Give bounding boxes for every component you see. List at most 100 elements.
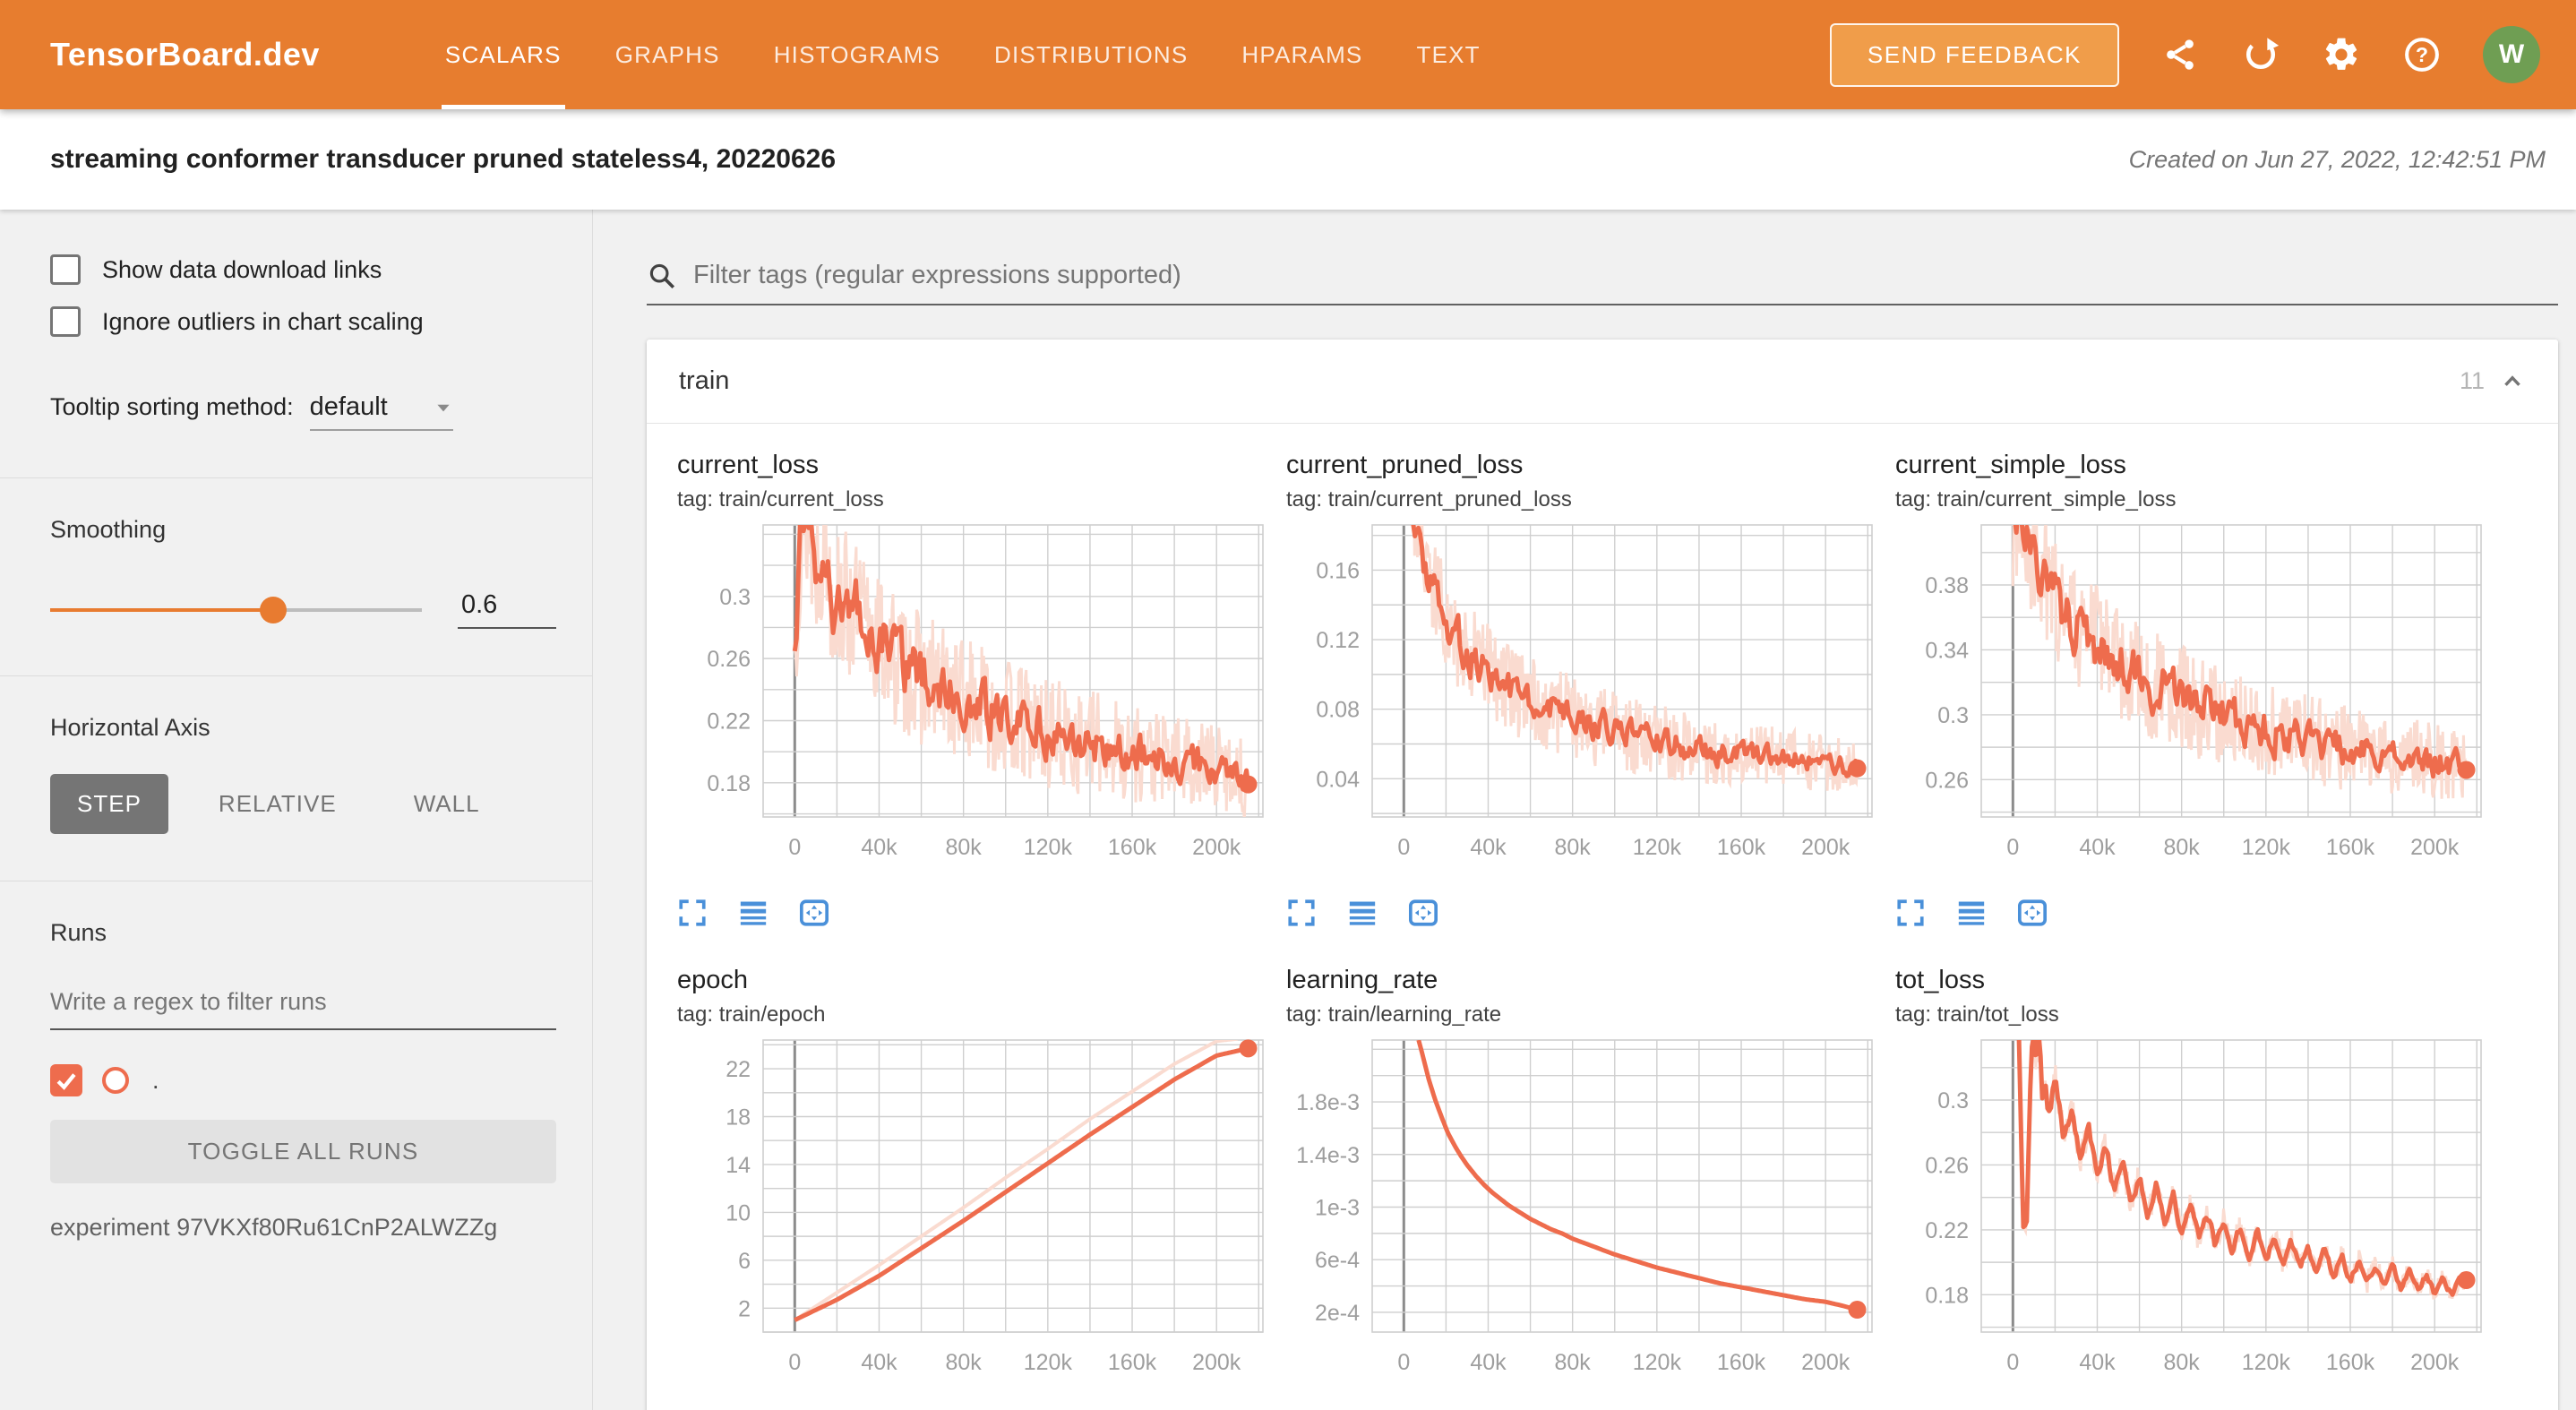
runs-regex-input[interactable]: [50, 983, 556, 1030]
svg-text:2: 2: [738, 1296, 751, 1321]
tab-text[interactable]: TEXT: [1416, 40, 1481, 68]
svg-text:14: 14: [726, 1153, 751, 1178]
scalar-chart[interactable]: 0.18 0.22 0.26 0.3 0 40k 80k 120k 160k 200k: [1895, 1036, 2488, 1402]
chart-actions: [1286, 898, 1879, 932]
scalar-chart-card: learning_rate tag: train/learning_rate 2…: [1286, 966, 1879, 1410]
chart-title: epoch: [677, 966, 749, 994]
svg-text:200k: 200k: [1801, 835, 1850, 860]
tag-group-header[interactable]: train 11: [647, 340, 2558, 423]
horizontal-axis-label: Horizontal Axis: [50, 714, 210, 741]
nav-tabs: SCALARS GRAPHS HISTOGRAMS DISTRIBUTIONS HPAR…: [418, 0, 1507, 109]
fit-data-icon[interactable]: [2017, 898, 2051, 932]
svg-text:?: ?: [2416, 43, 2428, 66]
send-feedback-button[interactable]: SEND FEEDBACK: [1829, 22, 2119, 87]
scalar-chart-card: current_loss tag: train/current_loss 0.1…: [677, 451, 1270, 932]
scalar-chart[interactable]: 2 6 10 14 18 22 0 40k 80k 120k 160k 200k: [677, 1036, 1270, 1402]
created-timestamp: Created on Jun 27, 2022, 12:42:51 PM: [2128, 145, 2546, 173]
card-divider: [647, 423, 2558, 424]
tab-hparams[interactable]: HPARAMS: [1241, 40, 1363, 68]
fullscreen-icon[interactable]: [1286, 898, 1320, 932]
sidebar-divider: [0, 675, 592, 676]
fit-data-icon[interactable]: [1408, 898, 1442, 932]
svg-text:0: 0: [1397, 835, 1410, 860]
svg-text:1.4e-3: 1.4e-3: [1296, 1143, 1360, 1168]
slider-thumb[interactable]: [260, 596, 287, 623]
svg-text:160k: 160k: [1717, 1350, 1766, 1375]
brand-logo[interactable]: TensorBoard.dev: [50, 36, 320, 73]
chart-tag: tag: train/learning_rate: [1286, 1002, 1502, 1027]
experiment-bar: streaming conformer transducer pruned st…: [0, 109, 2576, 210]
data-lines-icon[interactable]: [1956, 898, 1990, 932]
svg-text:0.38: 0.38: [1925, 573, 1969, 598]
ignore-outliers-label: Ignore outliers in chart scaling: [102, 307, 424, 335]
svg-text:0: 0: [788, 1350, 801, 1375]
charts-grid: current_loss tag: train/current_loss 0.1…: [647, 424, 2558, 1410]
svg-text:1e-3: 1e-3: [1315, 1195, 1360, 1220]
search-icon: [647, 261, 677, 291]
data-lines-icon[interactable]: [738, 898, 772, 932]
tag-filter-input[interactable]: [691, 260, 2558, 291]
show-download-links-toggle[interactable]: Show data download links: [50, 254, 556, 285]
svg-text:0: 0: [2006, 1350, 2019, 1375]
scalar-chart[interactable]: 0.04 0.08 0.12 0.16 0 40k 80k 120k 160k 200k: [1286, 521, 1879, 887]
fullscreen-icon[interactable]: [1895, 898, 1929, 932]
axis-option-step[interactable]: STEP: [50, 774, 168, 834]
share-icon[interactable]: [2160, 35, 2200, 74]
svg-text:80k: 80k: [946, 1350, 983, 1375]
svg-text:40k: 40k: [861, 1350, 897, 1375]
run-checkbox-checked-icon[interactable]: [50, 1064, 82, 1096]
chart-title: current_simple_loss: [1895, 451, 2126, 479]
slider-fill: [50, 607, 273, 612]
ignore-outliers-toggle[interactable]: Ignore outliers in chart scaling: [50, 306, 556, 337]
svg-text:0: 0: [788, 835, 801, 860]
help-icon[interactable]: ?: [2402, 35, 2442, 74]
svg-text:0.08: 0.08: [1316, 698, 1360, 723]
fit-data-icon[interactable]: [799, 898, 833, 932]
checkbox-unchecked-icon[interactable]: [50, 254, 81, 285]
svg-text:0.3: 0.3: [719, 585, 751, 610]
scalar-chart-card: current_pruned_loss tag: train/current_p…: [1286, 451, 1879, 932]
chevron-down-icon: [437, 404, 450, 411]
refresh-icon[interactable]: [2241, 35, 2280, 74]
svg-text:0.34: 0.34: [1925, 638, 1969, 663]
tag-group-train: train 11 current_loss tag: train/current…: [647, 340, 2558, 1410]
chart-title: tot_loss: [1895, 966, 1985, 994]
svg-text:120k: 120k: [1633, 835, 1682, 860]
tooltip-sorting-select[interactable]: default: [309, 392, 453, 431]
checkbox-checked-icon[interactable]: [50, 306, 81, 337]
toggle-all-runs-button[interactable]: TOGGLE ALL RUNS: [50, 1120, 556, 1183]
tag-filter[interactable]: [647, 260, 2558, 305]
chart-title: current_pruned_loss: [1286, 451, 1524, 479]
svg-text:160k: 160k: [2326, 1350, 2375, 1375]
tab-histograms[interactable]: HISTOGRAMS: [773, 40, 941, 68]
user-avatar[interactable]: W: [2483, 26, 2540, 83]
svg-text:40k: 40k: [1470, 1350, 1507, 1375]
svg-text:160k: 160k: [1717, 835, 1766, 860]
data-lines-icon[interactable]: [1347, 898, 1381, 932]
smoothing-value-field[interactable]: 0.6: [458, 590, 556, 629]
svg-text:160k: 160k: [2326, 835, 2375, 860]
scalar-chart[interactable]: 0.26 0.3 0.34 0.38 0 40k 80k 120k 160k 200k: [1895, 521, 2488, 887]
tab-distributions[interactable]: DISTRIBUTIONS: [994, 40, 1189, 68]
run-row[interactable]: .: [50, 1064, 556, 1096]
tooltip-sorting-value: default: [309, 392, 388, 421]
runs-label: Runs: [50, 919, 107, 946]
scalar-chart[interactable]: 2e-4 6e-4 1e-3 1.4e-3 1.8e-3 0 40k 80k 120k 160k 2…: [1286, 1036, 1879, 1402]
axis-option-wall[interactable]: WALL: [413, 790, 480, 817]
svg-text:0.18: 0.18: [1925, 1283, 1969, 1308]
scalar-chart[interactable]: 0.18 0.22 0.26 0.3 0 40k 80k 120k 160k 200k: [677, 521, 1270, 887]
tab-scalars[interactable]: SCALARS: [418, 0, 588, 109]
axis-option-relative[interactable]: RELATIVE: [218, 790, 337, 817]
chevron-up-icon[interactable]: [2499, 368, 2526, 395]
run-name: .: [152, 1066, 159, 1094]
smoothing-slider[interactable]: [50, 596, 422, 623]
chart-actions: [677, 898, 1270, 932]
fullscreen-icon[interactable]: [677, 898, 711, 932]
settings-gear-icon[interactable]: [2322, 35, 2361, 74]
svg-text:200k: 200k: [2410, 1350, 2460, 1375]
svg-text:40k: 40k: [861, 835, 897, 860]
svg-text:0.26: 0.26: [1925, 768, 1969, 793]
svg-text:0.22: 0.22: [1925, 1218, 1969, 1243]
svg-text:18: 18: [726, 1105, 751, 1131]
tab-graphs[interactable]: GRAPHS: [614, 40, 720, 68]
